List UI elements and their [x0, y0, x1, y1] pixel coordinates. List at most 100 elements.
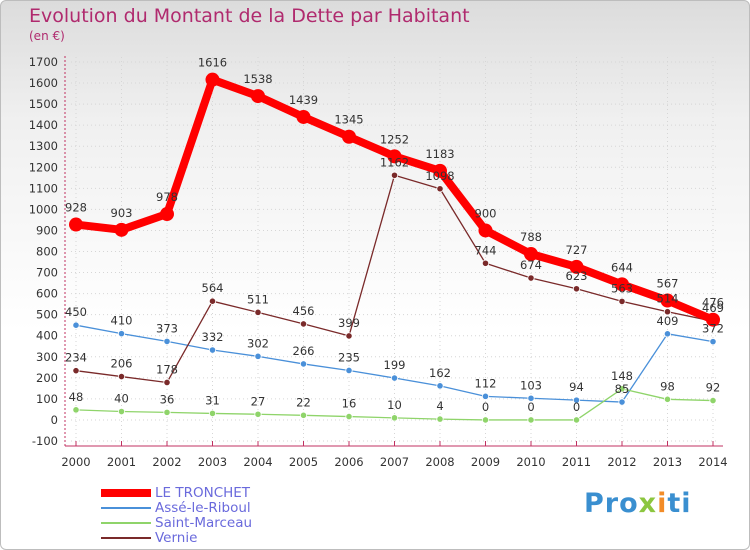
legend-label: Vernie — [155, 530, 198, 546]
data-label: 94 — [569, 380, 584, 394]
y-tick-label: 100 — [36, 392, 58, 406]
data-point — [572, 416, 581, 424]
data-point — [524, 247, 538, 262]
data-point — [345, 332, 353, 340]
y-tick-label: 300 — [36, 350, 58, 364]
data-point — [663, 330, 672, 338]
data-point — [205, 72, 220, 87]
y-tick-label: 600 — [36, 287, 58, 301]
data-point — [660, 293, 675, 308]
data-label: 900 — [475, 206, 497, 220]
data-label: 0 — [482, 400, 489, 414]
data-label: 978 — [156, 190, 178, 204]
data-label: 674 — [520, 258, 542, 272]
data-point — [254, 410, 262, 418]
data-point — [709, 396, 717, 405]
data-label: 409 — [657, 314, 679, 328]
data-label: 1345 — [334, 113, 363, 127]
data-label: 103 — [520, 378, 542, 392]
data-label: 0 — [573, 400, 580, 414]
y-tick-label: 1000 — [29, 202, 58, 216]
data-point — [299, 411, 308, 419]
data-point — [663, 308, 672, 316]
x-tick-label: 2013 — [653, 455, 682, 469]
x-tick-label: 2002 — [152, 455, 181, 469]
data-point — [345, 366, 353, 375]
data-point — [208, 409, 217, 418]
data-point — [390, 374, 399, 382]
y-tick-label: 1100 — [29, 181, 58, 195]
data-label: 162 — [429, 366, 451, 380]
x-tick-label: 2003 — [198, 455, 227, 469]
x-tick-label: 2006 — [334, 455, 363, 469]
data-label: 112 — [475, 376, 497, 390]
y-tick-label: 1700 — [29, 55, 58, 69]
data-point — [436, 185, 444, 193]
data-point — [117, 407, 126, 416]
data-label: 1162 — [380, 155, 409, 169]
data-point — [72, 406, 80, 414]
data-label: 98 — [660, 379, 675, 393]
data-point — [527, 394, 535, 402]
y-tick-label: 800 — [36, 245, 58, 259]
data-point — [254, 352, 262, 360]
data-point — [706, 312, 720, 327]
data-point — [615, 277, 629, 292]
x-tick-label: 2000 — [61, 455, 90, 469]
data-label: 1098 — [425, 169, 454, 183]
data-point — [572, 396, 581, 404]
y-tick-label: 1500 — [29, 97, 58, 111]
y-tick-label: 1600 — [29, 76, 58, 90]
data-point — [663, 395, 672, 403]
data-label: 27 — [251, 394, 266, 408]
data-label: 399 — [338, 316, 360, 330]
data-point — [572, 285, 581, 293]
data-point — [72, 321, 80, 329]
data-label: 85 — [615, 382, 630, 396]
x-tick-label: 2004 — [243, 455, 272, 469]
data-label: 372 — [702, 322, 724, 336]
data-label: 31 — [205, 393, 220, 407]
data-label: 727 — [566, 243, 588, 257]
y-tick-label: 500 — [36, 308, 58, 322]
chart-title: Evolution du Montant de la Dette par Hab… — [29, 5, 470, 27]
data-point — [208, 297, 217, 305]
data-point — [569, 259, 584, 274]
data-point — [481, 259, 490, 267]
data-point — [69, 217, 83, 232]
data-point — [387, 149, 402, 164]
legend-swatch — [101, 522, 151, 524]
data-point — [390, 171, 399, 179]
x-tick-label: 2012 — [607, 455, 636, 469]
data-point — [481, 416, 490, 424]
data-point — [296, 109, 311, 124]
x-tick-label: 2001 — [107, 455, 136, 469]
y-tick-label: 1400 — [29, 118, 58, 132]
data-label: 40 — [114, 392, 129, 406]
y-tick-label: 700 — [36, 266, 58, 280]
data-point — [709, 338, 717, 346]
data-point — [481, 392, 490, 400]
data-point — [117, 372, 126, 381]
data-label: 48 — [69, 390, 84, 404]
data-label: 199 — [384, 358, 406, 372]
chart-subtitle: (en €) — [29, 29, 65, 43]
data-point — [618, 297, 626, 306]
data-label: 148 — [611, 369, 633, 383]
data-label: 744 — [475, 243, 497, 257]
data-label: 456 — [293, 304, 315, 318]
data-point — [345, 412, 353, 421]
data-label: 373 — [156, 321, 178, 335]
proxiti-logo: Proxiti — [584, 488, 692, 519]
data-point — [163, 378, 171, 387]
legend-label: Assé-le-Riboul — [155, 500, 251, 516]
data-label: 266 — [293, 344, 315, 358]
data-point — [72, 367, 80, 375]
data-point — [436, 415, 444, 423]
data-label: 10 — [387, 398, 402, 412]
y-tick-label: 200 — [36, 371, 58, 385]
data-label: 567 — [657, 277, 679, 291]
data-label: 410 — [111, 314, 133, 328]
data-point — [299, 360, 308, 368]
